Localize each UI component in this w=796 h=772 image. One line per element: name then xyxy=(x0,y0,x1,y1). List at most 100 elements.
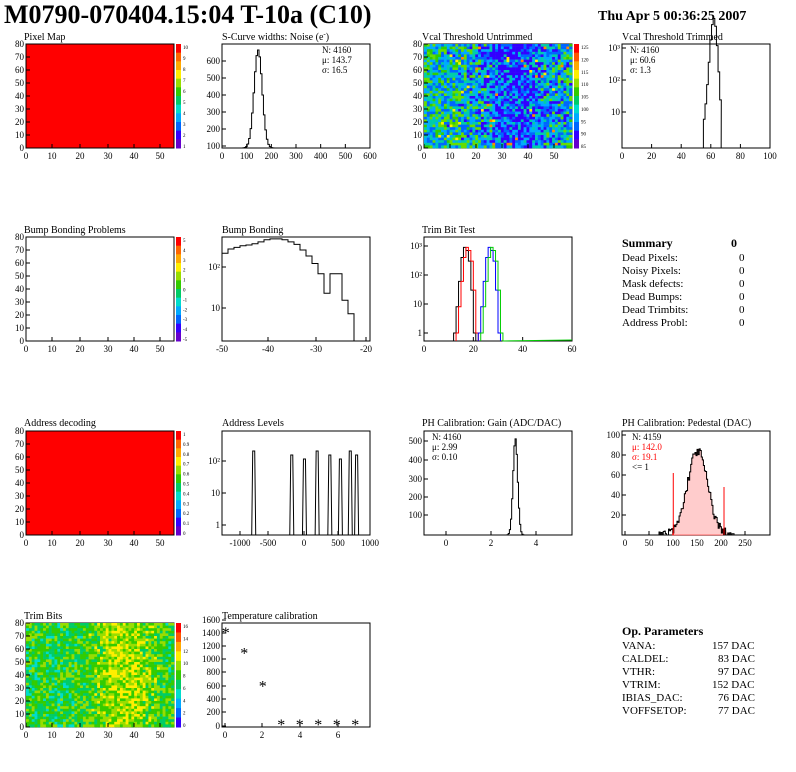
heatmap-cell xyxy=(438,77,442,81)
heatmap-cell xyxy=(51,698,55,702)
heatmap-cell xyxy=(125,693,129,697)
heatmap-cell xyxy=(517,80,522,84)
heatmap-cell xyxy=(503,64,507,68)
heatmap-cell xyxy=(432,124,436,128)
heatmap-cell xyxy=(156,667,161,671)
heatmap-cell xyxy=(137,693,141,697)
heatmap-cell xyxy=(91,643,95,647)
heatmap-cell xyxy=(557,122,561,125)
heatmap-cell xyxy=(500,114,504,118)
heatmap-cell xyxy=(463,127,467,131)
heatmap-cell xyxy=(486,62,490,66)
heatmap-cell xyxy=(449,109,453,112)
heatmap-cell xyxy=(486,46,490,50)
heatmap-cell xyxy=(122,711,126,715)
heatmap-cell xyxy=(469,88,473,92)
heatmap-cell xyxy=(569,62,573,66)
heatmap-cell xyxy=(435,135,439,138)
heatmap-cell xyxy=(438,51,442,55)
heatmap-cell xyxy=(500,75,504,79)
heatmap-cell xyxy=(535,129,539,133)
heatmap-cell xyxy=(432,72,436,76)
heatmap-cell xyxy=(159,630,163,634)
heatmap-cell xyxy=(77,680,81,684)
heatmap-cell xyxy=(489,140,493,144)
heatmap-cell xyxy=(517,72,522,76)
heatmap-cell xyxy=(452,98,456,102)
heatmap-cell xyxy=(137,669,141,673)
heatmap-cell xyxy=(480,72,485,76)
heatmap-cell xyxy=(489,109,493,112)
heatmap-cell xyxy=(45,708,50,712)
heatmap-cell xyxy=(65,641,69,645)
y-tick-label: 500 xyxy=(409,436,423,446)
heatmap-cell xyxy=(71,690,75,694)
heatmap-cell xyxy=(566,101,570,105)
heatmap-cell xyxy=(483,54,487,58)
heatmap-cell xyxy=(131,688,135,691)
heatmap-cell xyxy=(483,114,487,118)
heatmap-cell xyxy=(91,654,95,658)
heatmap-cell xyxy=(139,656,143,660)
heatmap-cell xyxy=(529,51,533,55)
heatmap-cell xyxy=(63,675,67,678)
heatmap-cell xyxy=(54,633,58,637)
heatmap-cell xyxy=(529,103,533,107)
heatmap-cell xyxy=(142,646,146,650)
heatmap-cell xyxy=(37,703,41,707)
y-tick-label: 1 xyxy=(216,520,221,530)
heatmap-cell xyxy=(108,690,112,694)
heatmap-cell xyxy=(108,675,112,678)
heatmap-cell xyxy=(500,64,504,68)
heatmap-cell xyxy=(128,708,132,712)
heatmap-cell xyxy=(91,675,95,678)
y-tick-label: 10 xyxy=(15,130,25,140)
heatmap-cell xyxy=(554,64,559,68)
heatmap-cell xyxy=(85,680,89,684)
heatmap-cell xyxy=(432,64,436,68)
heatmap-cell xyxy=(492,145,496,149)
heatmap-cell xyxy=(557,57,561,60)
heatmap-cell xyxy=(162,667,166,671)
heatmap-cell xyxy=(557,103,561,107)
op-param-label: VTHR: xyxy=(622,666,655,678)
heatmap-cell xyxy=(108,701,112,704)
palette-swatch xyxy=(176,52,181,62)
heatmap-cell xyxy=(472,119,476,123)
heatmap-cell xyxy=(480,80,485,84)
heatmap-cell xyxy=(156,688,161,691)
heatmap-cell xyxy=(159,664,163,668)
heatmap-cell xyxy=(43,703,47,707)
heatmap-cell xyxy=(429,85,433,89)
heatmap-cell xyxy=(171,685,175,689)
heatmap-cell xyxy=(74,701,78,704)
heatmap-cell xyxy=(88,625,92,629)
op-param-label: VANA: xyxy=(622,640,656,652)
heatmap-cell xyxy=(154,680,158,684)
heatmap-cell xyxy=(441,90,445,94)
x-tick-label: 10 xyxy=(446,151,456,161)
heatmap-cell xyxy=(543,80,547,84)
heatmap-cell xyxy=(426,83,430,86)
heatmap-cell xyxy=(171,623,175,626)
heatmap-cell xyxy=(91,693,95,697)
heatmap-cell xyxy=(128,698,132,702)
heatmap-cell xyxy=(77,656,81,660)
heatmap-cell xyxy=(71,711,75,715)
heatmap-cell xyxy=(557,75,561,79)
heatmap-cell xyxy=(105,643,109,647)
heatmap-cell xyxy=(108,643,112,647)
heatmap-cell xyxy=(142,641,146,645)
heatmap-cell xyxy=(97,688,101,691)
heatmap-cell xyxy=(77,669,81,673)
x-tick-label: 0 xyxy=(24,538,29,548)
heatmap-cell xyxy=(557,49,561,53)
heatmap-cell xyxy=(546,49,550,53)
heatmap-cell xyxy=(88,659,92,663)
heatmap-cell xyxy=(131,643,135,647)
heatmap-cell xyxy=(165,664,169,668)
heatmap-cell xyxy=(569,122,573,125)
heatmap-cell xyxy=(85,675,89,678)
heatmap-cell xyxy=(26,714,30,717)
heatmap-cell xyxy=(489,93,493,97)
